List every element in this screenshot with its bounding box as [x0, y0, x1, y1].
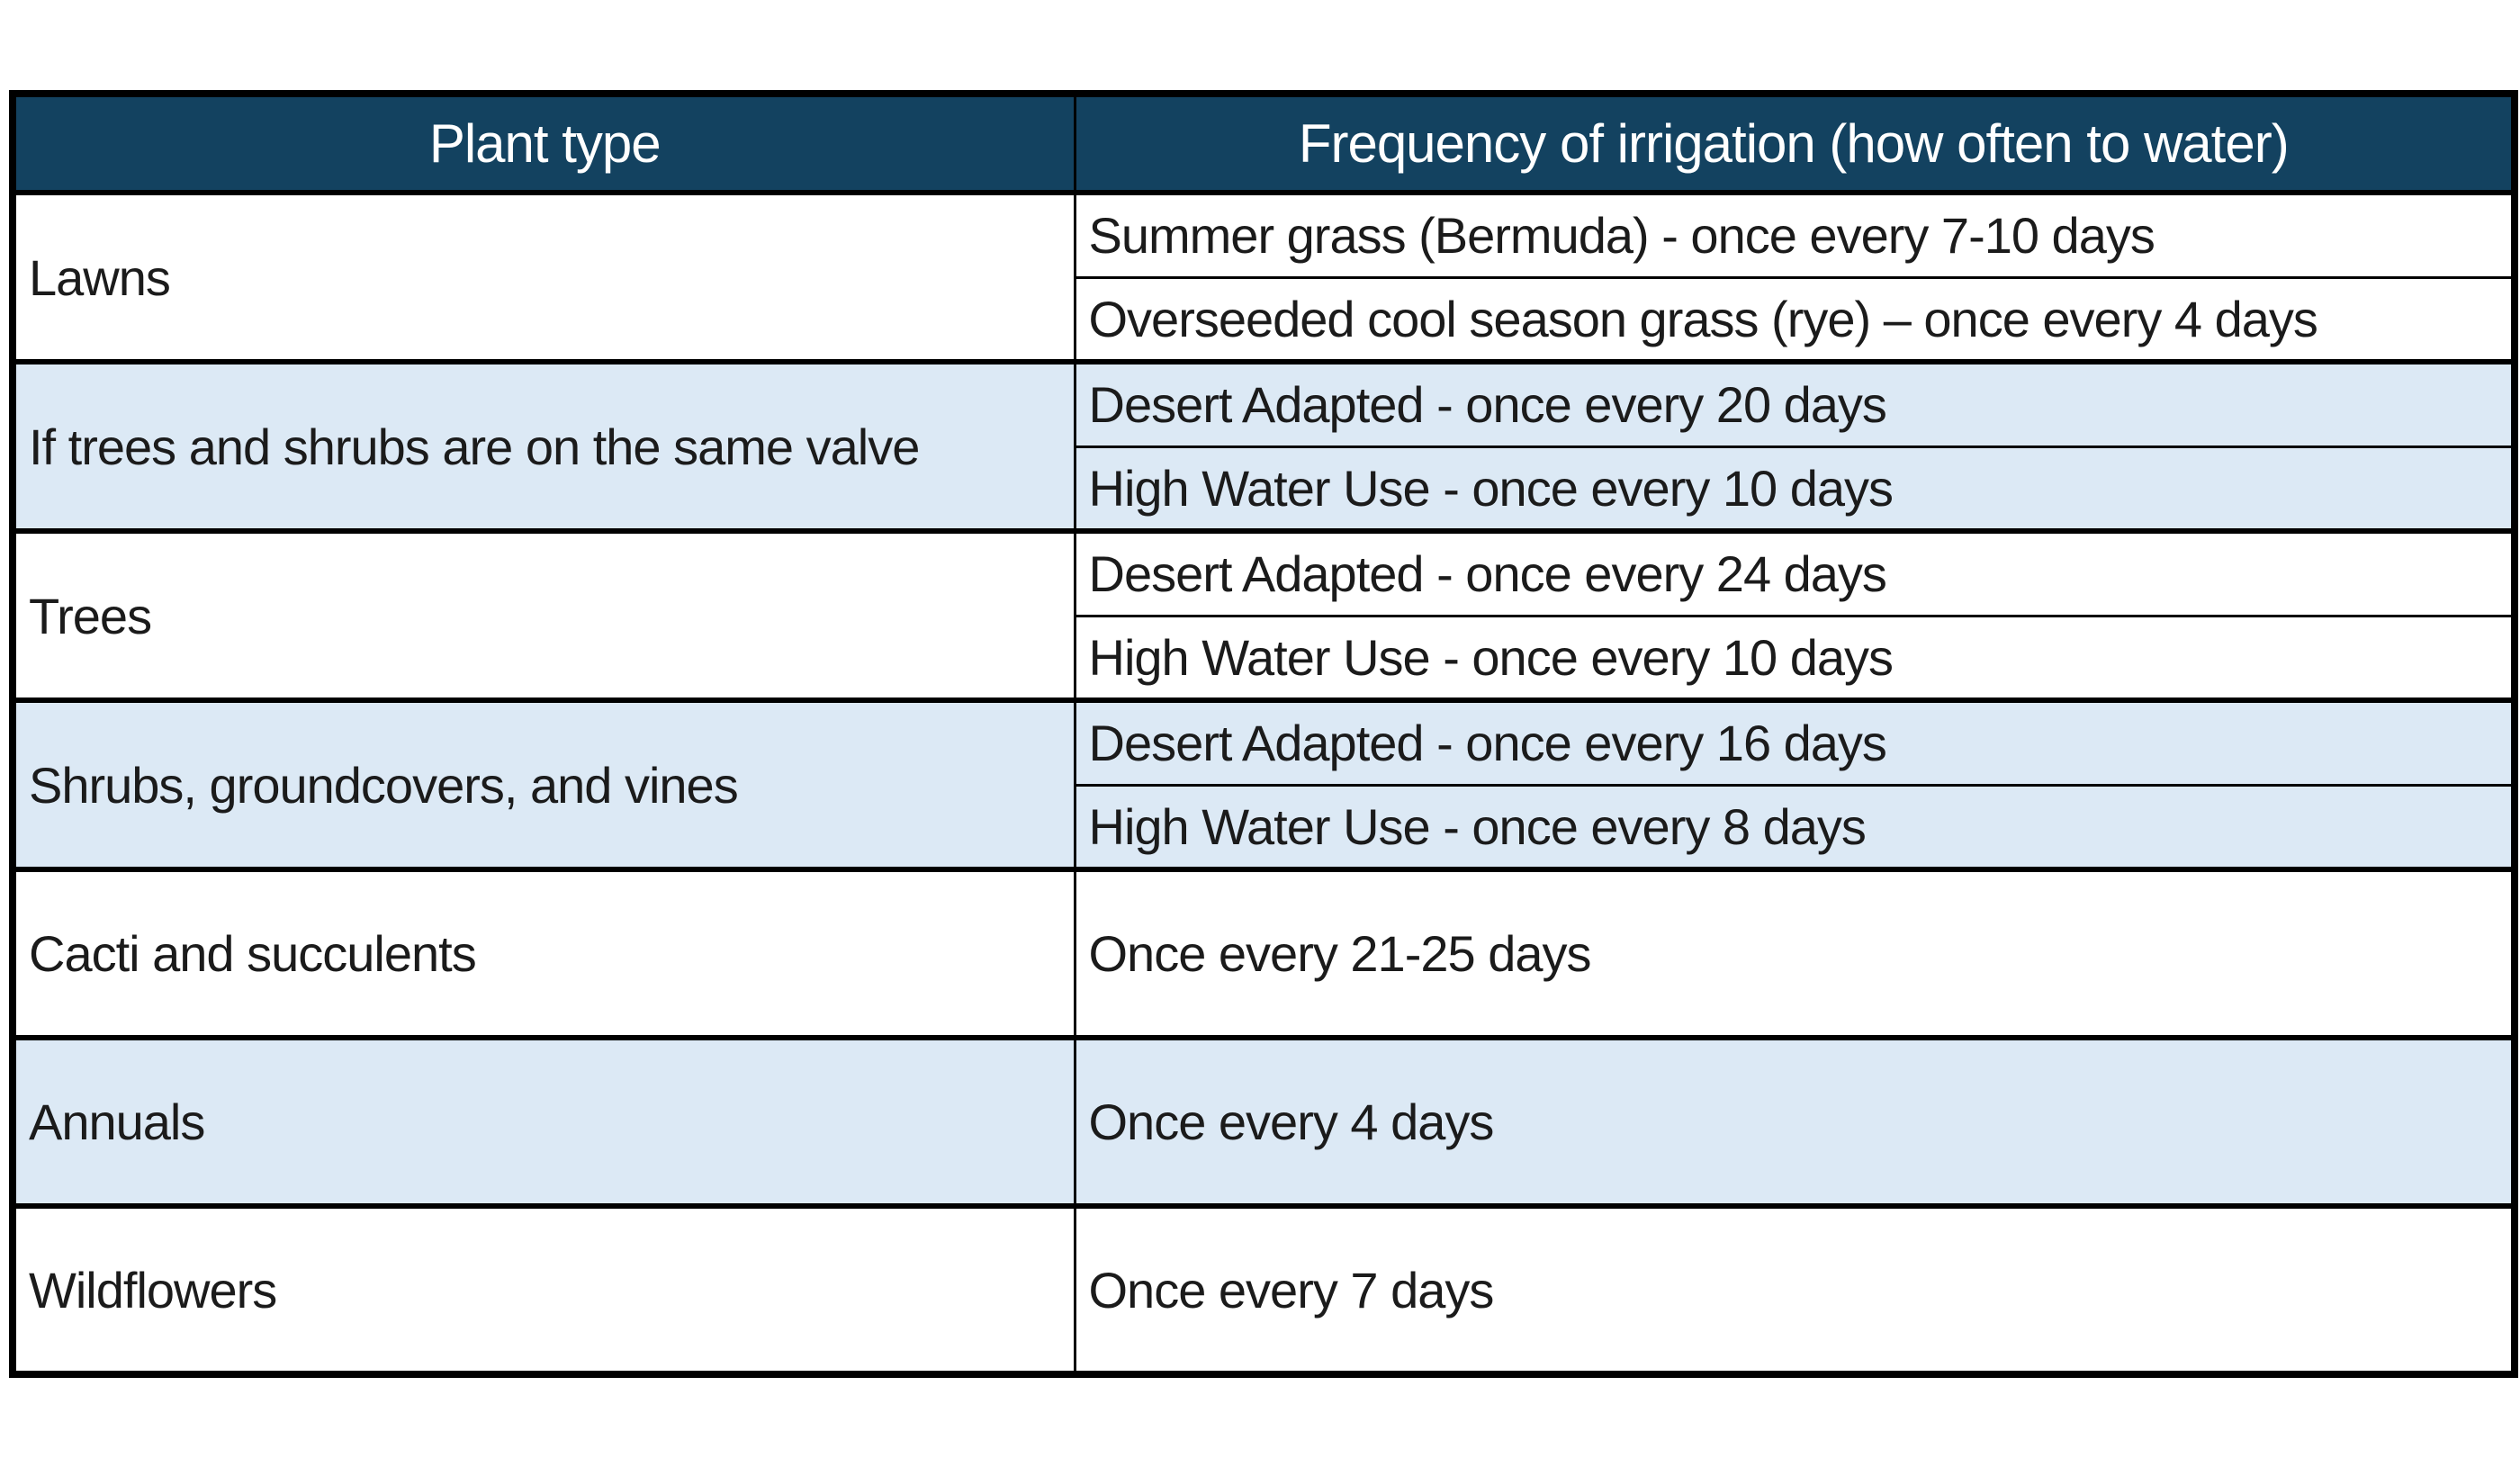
- table-row: Trees Desert Adapted - once every 24 day…: [11, 528, 2516, 702]
- cell-plant-type-annuals: Annuals: [11, 1035, 1076, 1208]
- table-row: Shrubs, groundcovers, and vines Desert A…: [11, 698, 2516, 871]
- table-row: High Water Use - once every 8 days: [13, 783, 2516, 871]
- cell-frequency: Overseeded cool season grass (rye) – onc…: [1073, 275, 2516, 364]
- cell-plant-type-same-valve: If trees and shrubs are on the same valv…: [11, 359, 1076, 533]
- cell-frequency: Summer grass (Bermuda) - once every 7-10…: [1073, 191, 2516, 279]
- irrigation-table: Plant type Frequency of irrigation (how …: [9, 90, 2518, 1378]
- cell-frequency: High Water Use - once every 10 days: [1073, 614, 2516, 702]
- cell-frequency: Desert Adapted - once every 20 days: [1073, 359, 2516, 448]
- cell-frequency: High Water Use - once every 10 days: [1073, 445, 2516, 533]
- table-row: If trees and shrubs are on the same valv…: [11, 359, 2516, 533]
- column-header-plant-type: Plant type: [11, 92, 1076, 195]
- header-row: Plant type Frequency of irrigation (how …: [11, 92, 2516, 195]
- table-row: Overseeded cool season grass (rye) – onc…: [13, 275, 2516, 364]
- cell-plant-type-shrubs: Shrubs, groundcovers, and vines: [11, 698, 1076, 871]
- cell-plant-type-wildflowers: Wildflowers: [11, 1203, 1076, 1376]
- table-row: Lawns Summer grass (Bermuda) - once ever…: [11, 191, 2516, 364]
- table-row: Cacti and succulents Once every 21-25 da…: [11, 867, 2516, 1040]
- cell-frequency: High Water Use - once every 8 days: [1073, 783, 2516, 871]
- cell-frequency: Once every 4 days: [1073, 1035, 2516, 1208]
- column-header-frequency: Frequency of irrigation (how often to wa…: [1073, 92, 2516, 195]
- cell-plant-type-lawns: Lawns: [11, 191, 1076, 364]
- cell-frequency: Desert Adapted - once every 16 days: [1073, 698, 2516, 787]
- cell-frequency: Once every 21-25 days: [1073, 867, 2516, 1040]
- table-row: High Water Use - once every 10 days: [13, 445, 2516, 533]
- table-row: Annuals Once every 4 days: [11, 1035, 2516, 1208]
- cell-plant-type-trees: Trees: [11, 528, 1076, 702]
- table-row: Wildflowers Once every 7 days: [11, 1203, 2516, 1376]
- cell-frequency: Once every 7 days: [1073, 1203, 2516, 1376]
- cell-frequency: Desert Adapted - once every 24 days: [1073, 528, 2516, 617]
- table-row: High Water Use - once every 10 days: [13, 614, 2516, 702]
- cell-plant-type-cacti: Cacti and succulents: [11, 867, 1076, 1040]
